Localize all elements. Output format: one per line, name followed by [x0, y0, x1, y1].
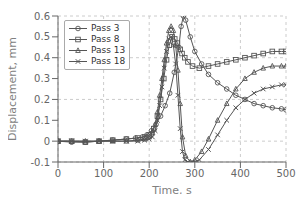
svg-text:100: 100: [94, 168, 113, 179]
svg-text:0.5: 0.5: [34, 31, 50, 42]
svg-text:0.1: 0.1: [34, 115, 50, 126]
svg-text:400: 400: [231, 168, 250, 179]
svg-text:Displacement, mm: Displacement, mm: [8, 37, 19, 141]
svg-text:0: 0: [55, 168, 61, 179]
svg-text:500: 500: [276, 168, 295, 179]
svg-text:-0.1: -0.1: [30, 157, 50, 168]
svg-text:Time, s: Time, s: [151, 184, 192, 194]
svg-text:0.2: 0.2: [34, 94, 50, 105]
html-text:Pass 13: Pass 13: [91, 45, 126, 55]
svg-text:0.3: 0.3: [34, 73, 50, 84]
html-text:Pass 8: Pass 8: [91, 34, 120, 44]
svg-text:0.4: 0.4: [34, 52, 50, 63]
html-text:Pass 18: Pass 18: [91, 56, 126, 66]
svg-text:200: 200: [140, 168, 159, 179]
svg-text:300: 300: [185, 168, 204, 179]
svg-text:0.6: 0.6: [34, 11, 50, 22]
html-text:Pass 3: Pass 3: [91, 23, 120, 33]
svg-text:0: 0: [44, 136, 50, 147]
